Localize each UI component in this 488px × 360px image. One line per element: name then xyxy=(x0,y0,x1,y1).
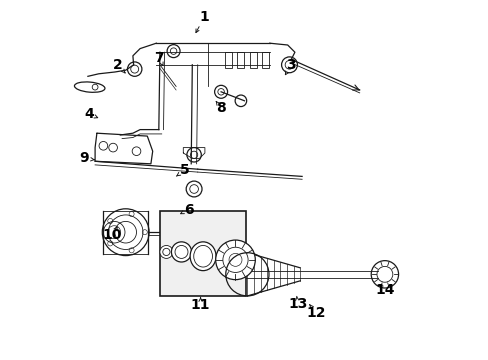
Text: 10: 10 xyxy=(102,228,122,242)
Text: 6: 6 xyxy=(183,203,193,216)
Text: 13: 13 xyxy=(287,297,307,311)
Text: 9: 9 xyxy=(79,152,88,165)
Text: 5: 5 xyxy=(180,163,189,177)
Text: 7: 7 xyxy=(154,51,163,64)
Bar xyxy=(237,52,244,68)
Text: 8: 8 xyxy=(216,101,225,115)
Bar xyxy=(261,52,268,68)
Text: 3: 3 xyxy=(286,58,296,72)
Text: 2: 2 xyxy=(113,58,122,72)
Circle shape xyxy=(160,246,172,258)
Bar xyxy=(224,52,231,68)
Bar xyxy=(249,52,257,68)
Text: 1: 1 xyxy=(199,10,209,24)
Text: 12: 12 xyxy=(306,306,325,320)
Text: 14: 14 xyxy=(374,283,394,297)
Text: 4: 4 xyxy=(84,108,94,121)
Text: 11: 11 xyxy=(190,298,210,312)
Ellipse shape xyxy=(190,242,216,271)
Circle shape xyxy=(171,242,191,262)
Bar xyxy=(103,211,148,254)
Circle shape xyxy=(215,240,255,280)
Bar xyxy=(160,211,246,296)
